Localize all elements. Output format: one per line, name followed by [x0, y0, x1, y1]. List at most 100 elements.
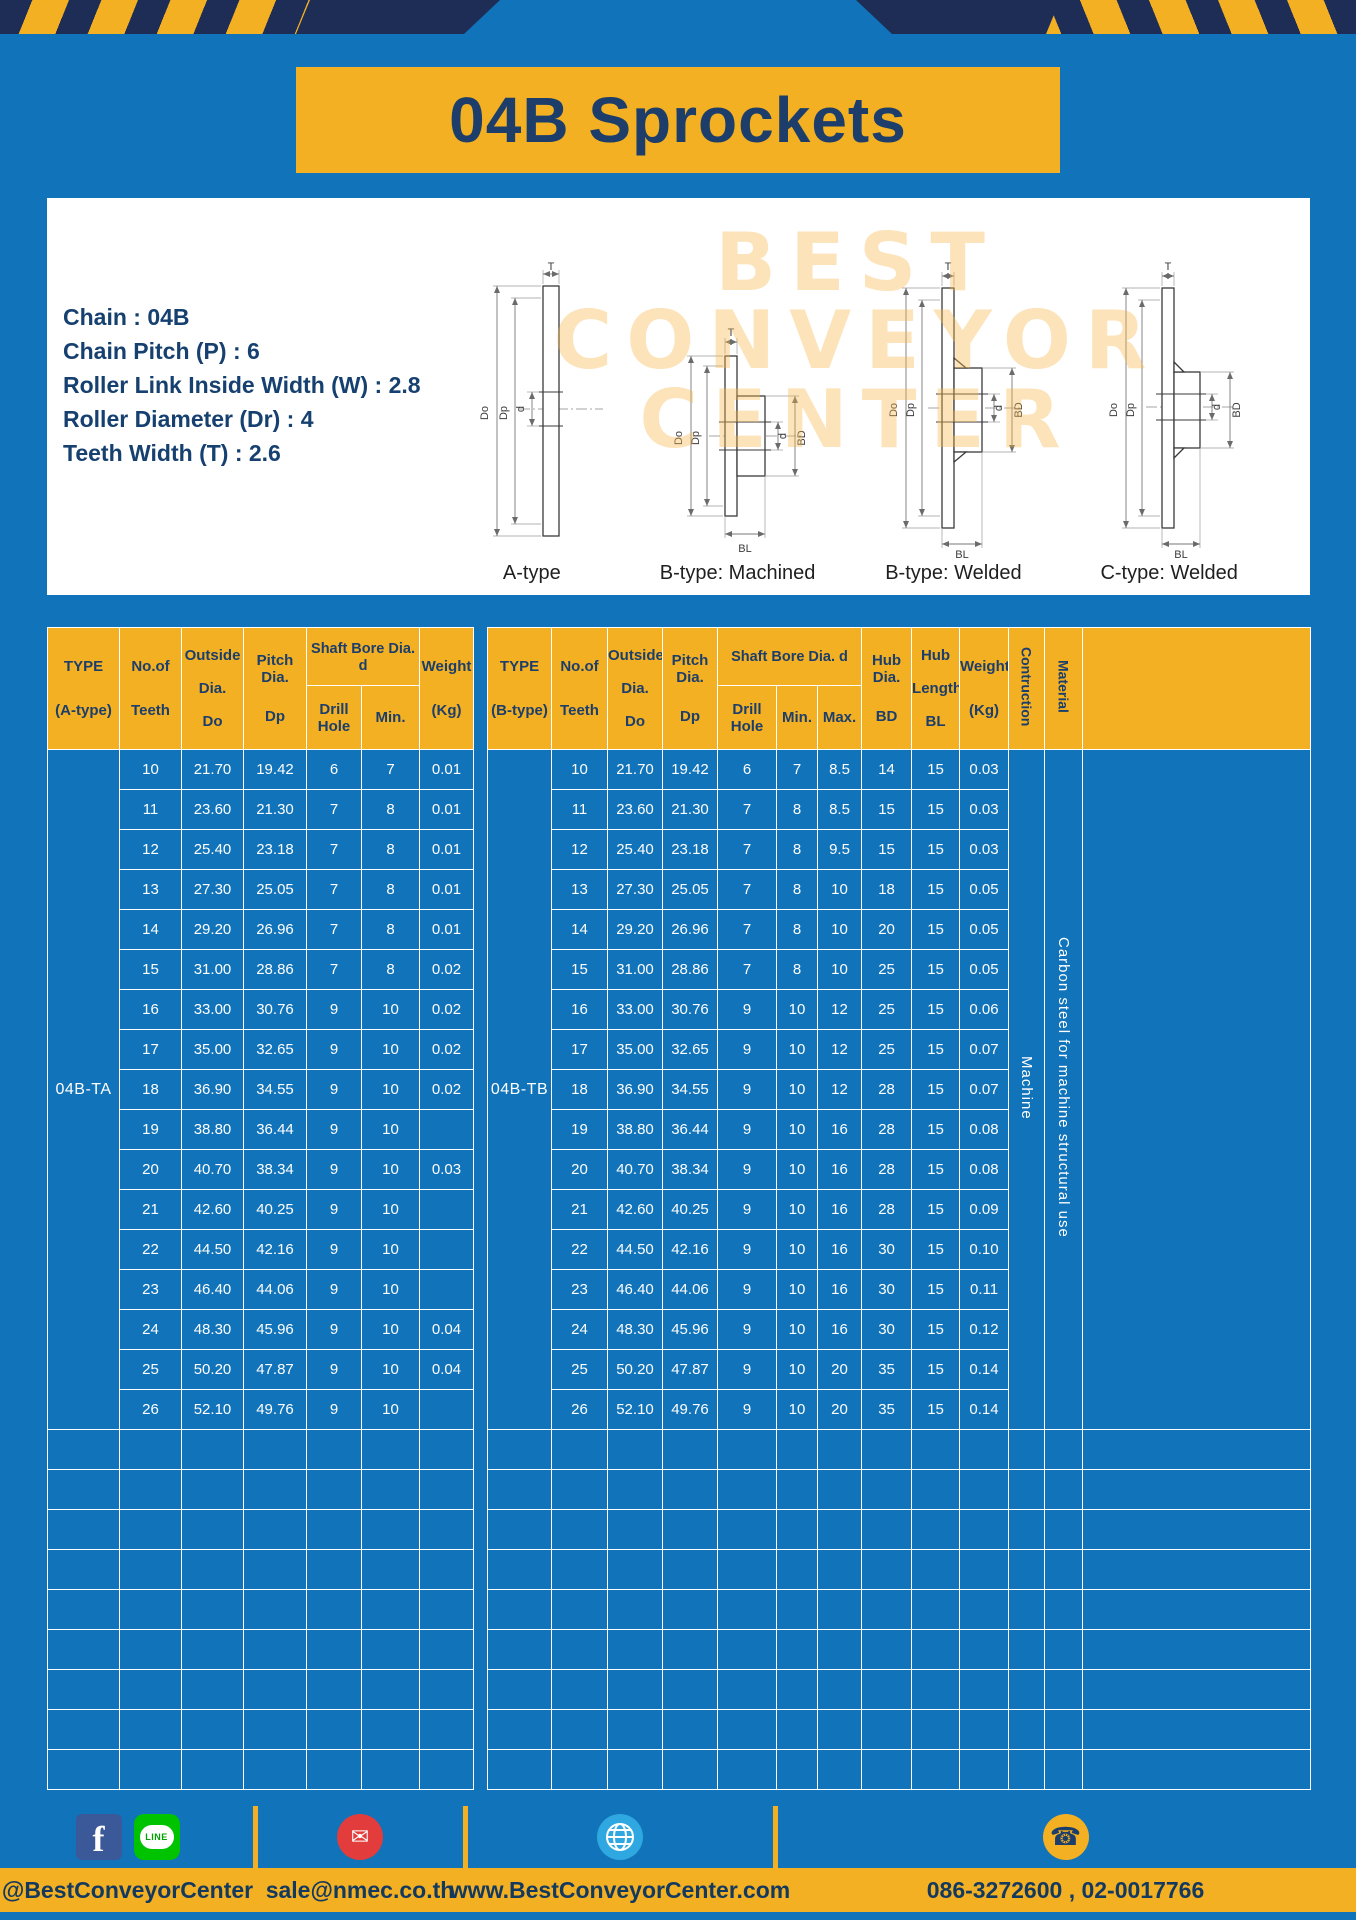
empty-cell	[662, 1509, 718, 1550]
header-label: Dia.	[621, 680, 649, 697]
empty-cell	[360, 1749, 421, 1790]
header-label: BD	[875, 707, 898, 725]
header-label: Do	[625, 713, 645, 731]
empty-cell	[47, 1629, 120, 1670]
b-type-machined-diagram: T Do Dp d BD BL	[673, 327, 808, 555]
data-cell: 49.76	[243, 1389, 307, 1430]
empty-cell	[487, 1709, 552, 1750]
data-cell: 15	[911, 949, 961, 990]
sprocket-plate-hub	[936, 287, 989, 529]
empty-cell	[419, 1669, 475, 1710]
c-type-welded-diagram: T Do Dp d BD BL	[1108, 261, 1243, 560]
empty-cell	[607, 1549, 663, 1590]
empty-cell	[47, 1549, 120, 1590]
data-cell: 0.11	[959, 1269, 1010, 1310]
empty-cell	[243, 1429, 307, 1470]
data-cell: 9	[306, 989, 362, 1030]
dim-label-bl: BL	[738, 543, 751, 555]
data-cell: 16	[816, 1189, 863, 1230]
header-label: Hub Dia.	[871, 652, 902, 687]
header-label: Hub	[920, 646, 951, 664]
construction-value-cell-text: Machine	[1018, 1055, 1036, 1120]
empty-cell	[551, 1509, 608, 1550]
data-cell: 10	[816, 869, 863, 910]
empty-cell	[306, 1509, 362, 1550]
data-cell: 15	[911, 1149, 961, 1190]
header-label: Drill Hole	[730, 700, 764, 735]
col-header-material: Material	[1044, 627, 1084, 750]
empty-cell	[1082, 1509, 1312, 1550]
empty-cell	[306, 1469, 362, 1510]
data-cell: 32.65	[662, 1029, 718, 1070]
empty-cell	[662, 1429, 718, 1470]
data-cell: 11	[119, 789, 182, 830]
data-cell: 7	[717, 949, 777, 990]
empty-cell	[717, 1669, 777, 1710]
col-header-outside-dia: Outside Dia. Do	[607, 627, 663, 750]
table-empty-row	[47, 1509, 475, 1550]
data-cell: 45.96	[662, 1309, 718, 1350]
table-data-row: 11 23.60 21.30 7 8 8.5 15 15 0.03	[488, 789, 1311, 830]
data-cell: 23	[551, 1269, 608, 1310]
data-cell: 9	[717, 1229, 777, 1270]
empty-cell	[360, 1669, 421, 1710]
col-header-teeth: No.of Teeth	[119, 627, 182, 750]
empty-cell	[1082, 1709, 1312, 1750]
empty-cell	[1044, 1749, 1084, 1790]
empty-cell	[1044, 1709, 1084, 1750]
data-cell: 47.87	[243, 1349, 307, 1390]
data-cell: 16	[816, 1109, 863, 1150]
data-cell: 26.96	[243, 909, 307, 950]
data-cell: 15	[551, 949, 608, 990]
empty-cell	[243, 1709, 307, 1750]
empty-cell	[662, 1589, 718, 1630]
empty-cell	[959, 1709, 1010, 1750]
data-cell: 8	[776, 949, 818, 990]
table-empty-row	[47, 1669, 475, 1710]
data-cell: 19.42	[243, 749, 307, 790]
data-cell: 7	[360, 749, 421, 790]
data-cell: 0.14	[959, 1349, 1010, 1390]
empty-cell	[419, 1749, 475, 1790]
empty-cell	[911, 1549, 961, 1590]
data-cell: 7	[717, 829, 777, 870]
data-cell: 32.65	[243, 1029, 307, 1070]
header-label: Dia.	[198, 680, 227, 697]
empty-cell	[776, 1429, 818, 1470]
table-b-type: TYPE (B-type) No.of Teeth Outside Dia. Do Pi…	[487, 627, 1312, 1790]
col-header-shaft-bore-group: Shaft Bore Dia. d	[305, 627, 421, 686]
table-empty-row	[487, 1589, 1312, 1630]
drawing-caption-c-welded: C-type: Welded	[1100, 562, 1238, 584]
data-cell: 28	[861, 1149, 913, 1190]
type-merged-cell: 04B-TA	[47, 749, 120, 1430]
dimension-lines	[902, 272, 1017, 548]
data-cell: 36.44	[662, 1109, 718, 1150]
data-cell: 10	[360, 1229, 421, 1270]
data-cell: 29.20	[181, 909, 244, 950]
b-type-welded-diagram: T Do Dp d BD BL	[888, 261, 1025, 560]
envelope-glyph: ✉	[350, 1824, 370, 1849]
data-cell: 0.04	[419, 1309, 475, 1350]
empty-cell	[47, 1709, 120, 1750]
empty-cell	[487, 1509, 552, 1550]
data-cell: 21	[551, 1189, 608, 1230]
footer-divider	[463, 1806, 468, 1868]
empty-cell	[1082, 1429, 1312, 1470]
empty-cell	[959, 1629, 1010, 1670]
table-data-row: 25 50.20 47.87 9 10 0.04	[48, 1349, 475, 1390]
empty-cell	[47, 1469, 120, 1510]
data-cell: 15	[861, 829, 913, 870]
empty-cell	[551, 1629, 608, 1670]
data-cell: 42.16	[243, 1229, 307, 1270]
data-cell: 31.00	[607, 949, 663, 990]
page-title: 04B Sprockets	[449, 84, 907, 156]
empty-cell	[861, 1709, 913, 1750]
data-cell: 15	[911, 1069, 961, 1110]
empty-cell	[911, 1629, 961, 1670]
empty-cell	[551, 1709, 608, 1750]
header-label: Pitch Dia.	[671, 652, 709, 687]
empty-cell	[911, 1749, 961, 1790]
dim-label-do: Do	[1108, 403, 1120, 417]
data-cell: 23.18	[662, 829, 718, 870]
data-cell: 0.01	[419, 869, 475, 910]
